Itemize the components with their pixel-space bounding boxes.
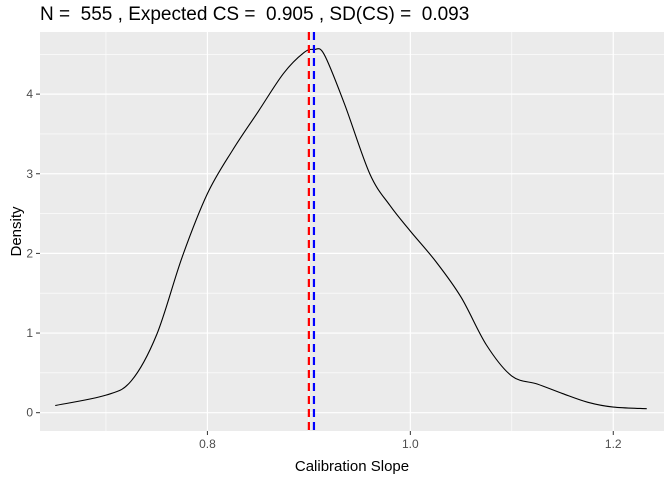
x-axis-title: Calibration Slope (295, 458, 409, 475)
plot-panel (40, 32, 664, 431)
y-axis-ticks: 0 1 2 3 4 (26, 87, 40, 420)
x-tick-label: 1.0 (402, 437, 419, 451)
x-axis-ticks: 0.8 1.0 1.2 (199, 431, 622, 451)
x-tick-label: 0.8 (199, 437, 216, 451)
y-tick-label: 2 (26, 246, 33, 260)
y-tick-label: 4 (26, 87, 33, 101)
y-tick-label: 1 (26, 326, 33, 340)
y-tick-label: 3 (26, 167, 33, 181)
x-tick-label: 1.2 (605, 437, 622, 451)
density-series (55, 48, 647, 410)
chart-title: N = 555 , Expected CS = 0.905 , SD(CS) =… (40, 4, 470, 25)
reference-lines (307, 32, 316, 431)
density-curve (55, 48, 647, 410)
y-axis-title: Density (8, 206, 25, 257)
y-tick-label: 0 (26, 406, 33, 420)
